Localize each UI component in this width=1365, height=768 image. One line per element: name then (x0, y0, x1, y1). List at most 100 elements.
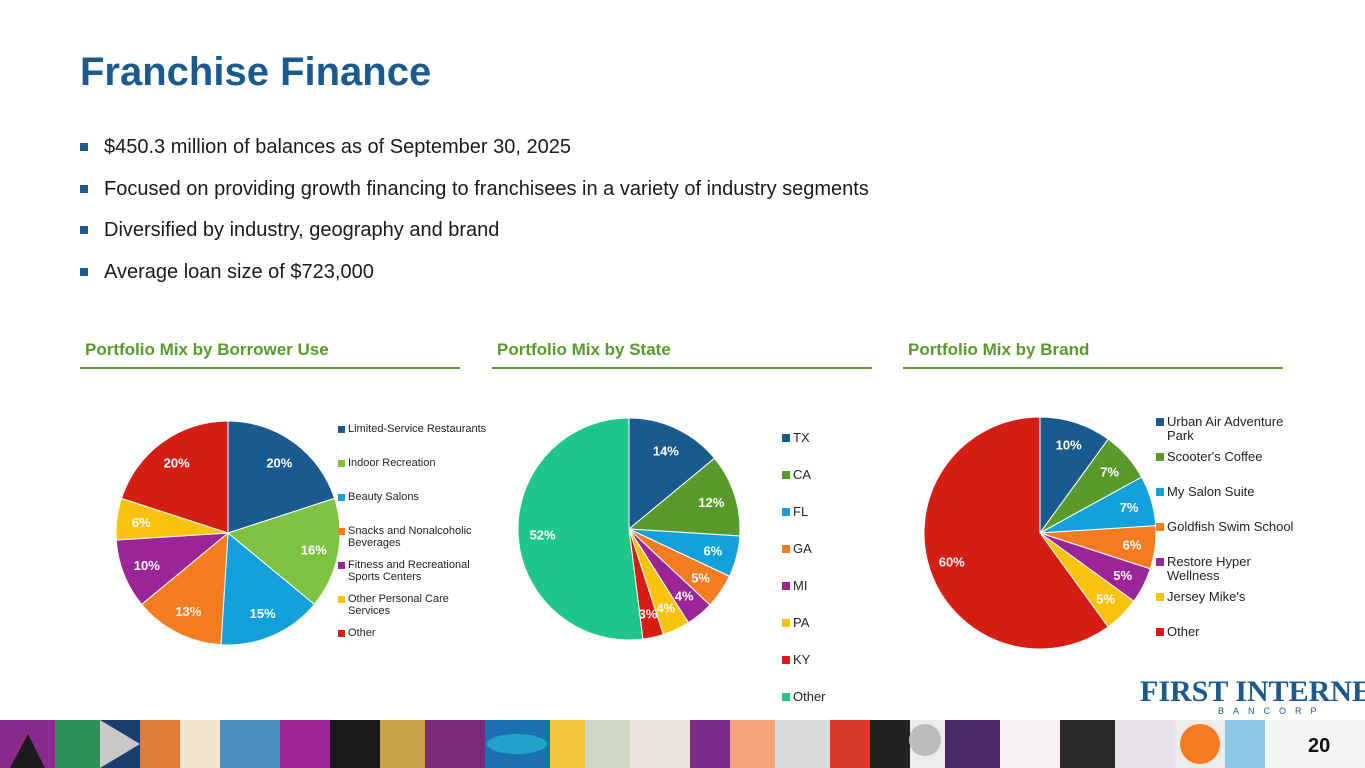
legend-label: MI (793, 578, 808, 593)
legend-swatch-icon (338, 494, 345, 501)
pie-slice (628, 417, 716, 531)
pie-data-label: 60% (939, 555, 965, 570)
bullet-item: Average loan size of $723,000 (80, 258, 869, 300)
legend-item: Other Personal Care Services (338, 593, 488, 617)
pie-slice (227, 420, 336, 534)
pie-data-label: 6% (132, 515, 151, 530)
square-bullet-icon (80, 267, 88, 276)
legend-label: My Salon Suite (1167, 484, 1255, 499)
bullet-text: Average loan size of $723,000 (104, 260, 374, 283)
legend-item: KY (782, 653, 932, 667)
legend-item: MI (782, 579, 932, 593)
legend-item: Fitness and Recreational Sports Centers (338, 559, 488, 583)
pie-data-label: 6% (1123, 538, 1142, 553)
legend-item: Indoor Recreation (338, 457, 488, 469)
legend-label: PA (793, 615, 810, 630)
pie-data-label: 15% (250, 606, 276, 621)
pie-data-label: 5% (1096, 592, 1115, 607)
pie-slice (923, 416, 1109, 650)
pie-data-label: 5% (1113, 568, 1132, 583)
legend-label: Jersey Mike's (1167, 589, 1246, 604)
bullet-text: Focused on providing growth financing to… (104, 177, 869, 200)
chart-title-borrower-use: Portfolio Mix by Borrower Use (80, 340, 460, 369)
pie-data-label: 4% (656, 600, 675, 615)
legend-swatch-icon (338, 630, 345, 637)
legend-item: FL (782, 505, 932, 519)
legend-item: Beauty Salons (338, 491, 488, 503)
page-number: 20 (1308, 735, 1331, 757)
legend-swatch-icon (1156, 558, 1164, 566)
legend-item: Other (338, 627, 488, 639)
legend-label: Limited-Service Restaurants (348, 423, 487, 435)
company-logo: FIRST INTERNET BANCORP (1140, 675, 1365, 716)
pie-data-label: 10% (1056, 438, 1082, 453)
legend-label: CA (793, 467, 812, 482)
legend-swatch-icon (338, 426, 345, 433)
pie-data-label: 7% (1120, 500, 1139, 515)
legend-swatch-icon (1156, 418, 1164, 426)
legend-label: Other (793, 689, 826, 704)
legend-item: Other (1156, 625, 1306, 639)
pie-data-label: 4% (675, 589, 694, 604)
legend-item: TX (782, 431, 932, 445)
pie-data-label: 20% (266, 455, 292, 470)
legend-item: Scooter's Coffee (1156, 450, 1306, 464)
legend-label: Goldfish Swim School (1167, 519, 1294, 534)
legend-swatch-icon (1156, 628, 1164, 636)
legend-label: FL (793, 504, 809, 519)
pie-data-label: 14% (653, 444, 679, 459)
pie-data-label: 12% (698, 495, 724, 510)
bullet-item: Diversified by industry, geography and b… (80, 216, 869, 258)
chart-title-state: Portfolio Mix by State (492, 340, 872, 369)
pie-data-label: 6% (703, 544, 722, 559)
bullet-list: $450.3 million of balances as of Septemb… (80, 133, 869, 299)
legend-label: Restore Hyper Wellness (1167, 554, 1251, 583)
legend-swatch-icon (1156, 453, 1164, 461)
legend-swatch-icon (782, 582, 790, 590)
legend-swatch-icon (782, 508, 790, 516)
pie-data-label: 52% (530, 527, 556, 542)
pie-slice (120, 420, 229, 534)
legend-label: Scooter's Coffee (1167, 449, 1263, 464)
legend-label: KY (793, 652, 811, 667)
decorative-footer-strip (0, 720, 1365, 768)
legend-item: CA (782, 468, 932, 482)
legend-label: Snacks and Nonalcoholic Beverages (348, 525, 472, 549)
legend-swatch-icon (1156, 488, 1164, 496)
bullet-text: Diversified by industry, geography and b… (104, 219, 500, 241)
legend-swatch-icon (338, 460, 345, 467)
pie-data-label: 16% (301, 542, 327, 557)
legend-swatch-icon (338, 562, 345, 569)
pie-data-label: 5% (691, 571, 710, 586)
pie-data-label: 20% (164, 455, 190, 470)
legend-swatch-icon (338, 596, 345, 603)
legend-label: Urban Air Adventure Park (1167, 414, 1284, 443)
legend-item: My Salon Suite (1156, 485, 1306, 499)
logo-subtitle: BANCORP (1218, 706, 1326, 716)
legend-label: Beauty Salons (348, 491, 419, 503)
legend-label: Other (1167, 624, 1200, 639)
legend-swatch-icon (338, 528, 345, 535)
legend-swatch-icon (782, 434, 790, 442)
bullet-text: $450.3 million of balances as of Septemb… (104, 136, 571, 158)
square-bullet-icon (80, 143, 88, 151)
legend-item: Urban Air Adventure Park (1156, 415, 1306, 443)
bullet-item: $450.3 million of balances as of Septemb… (80, 133, 869, 175)
pie-data-label: 7% (1100, 465, 1119, 480)
pie-slice (226, 497, 341, 606)
square-bullet-icon (80, 184, 88, 193)
chart-title-brand: Portfolio Mix by Brand (903, 340, 1283, 369)
legend-swatch-icon (782, 619, 790, 627)
legend-swatch-icon (1156, 593, 1164, 601)
legend-label: Indoor Recreation (348, 457, 436, 469)
legend-item: PA (782, 616, 932, 630)
legend-swatch-icon (782, 693, 790, 701)
legend-item: Restore Hyper Wellness (1156, 555, 1306, 583)
square-bullet-icon (80, 226, 88, 234)
legend-label: TX (793, 430, 810, 445)
legend-item: Snacks and Nonalcoholic Beverages (338, 525, 488, 549)
legend-item: Goldfish Swim School (1156, 520, 1306, 534)
